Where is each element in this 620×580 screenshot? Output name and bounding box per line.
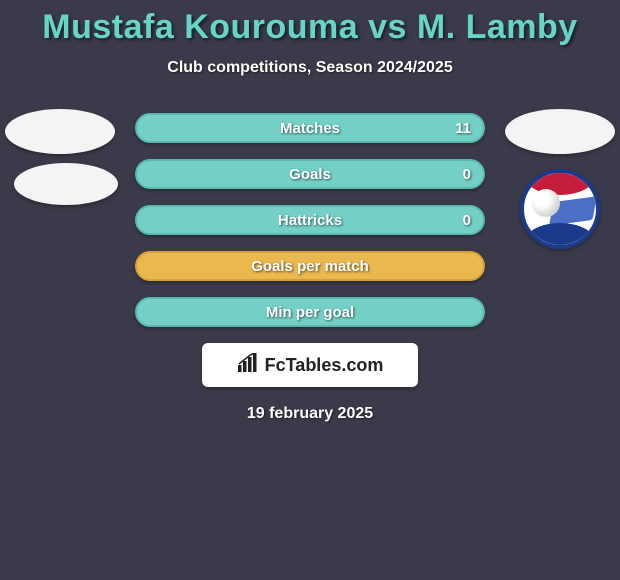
page-title: Mustafa Kourouma vs M. Lamby: [0, 0, 620, 47]
stat-bar-label: Goals: [289, 166, 331, 183]
stat-bar-label: Min per goal: [266, 304, 354, 321]
stat-bar: Min per goal: [135, 297, 485, 327]
stat-bar: Goals per match: [135, 251, 485, 281]
stat-bar-label: Goals per match: [251, 258, 369, 275]
brand-badge: FcTables.com: [202, 343, 418, 387]
subtitle: Club competitions, Season 2024/2025: [0, 59, 620, 77]
player2-club-badge-icon: [520, 169, 600, 249]
stat-bar: Goals 0: [135, 159, 485, 189]
stat-bar-label: Hattricks: [278, 212, 342, 229]
stat-bar: Hattricks 0: [135, 205, 485, 235]
stats-area: Matches 11 Goals 0 Hattricks 0 Goals per match…: [0, 113, 620, 327]
player1-logo-icon: [5, 109, 115, 154]
stat-bar-value-right: 0: [463, 166, 471, 183]
bar-chart-icon: [237, 353, 259, 378]
footer-date: 19 february 2025: [0, 405, 620, 423]
stat-bar-label: Matches: [280, 120, 340, 137]
player2-logo-icon: [505, 109, 615, 154]
stat-bars: Matches 11 Goals 0 Hattricks 0 Goals per match…: [135, 113, 485, 327]
stat-bar-value-right: 11: [455, 120, 471, 137]
stat-bar: Matches 11: [135, 113, 485, 143]
stat-bar-value-right: 0: [463, 212, 471, 229]
player1-club-logo-icon: [14, 163, 118, 205]
brand-text: FcTables.com: [265, 355, 384, 376]
